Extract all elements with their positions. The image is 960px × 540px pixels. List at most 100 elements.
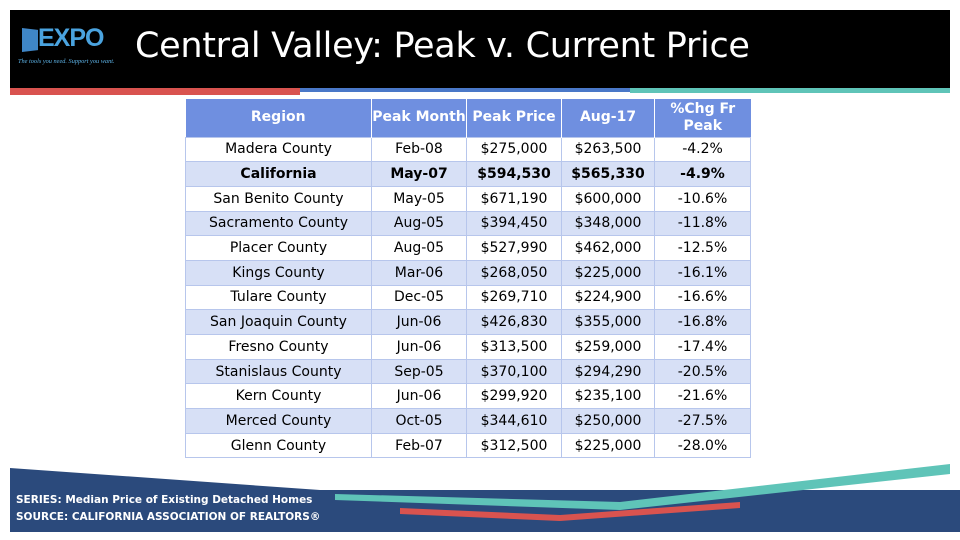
table-cell: $259,000: [561, 334, 655, 360]
table-cell: $268,050: [466, 259, 562, 286]
source-note: SOURCE: CALIFORNIA ASSOCIATION OF REALTO…: [16, 511, 321, 523]
table-cell: -16.1%: [654, 259, 751, 286]
table-cell: -17.4%: [654, 334, 751, 360]
table-row: Tulare County Dec-05 $269,710 $224,900 -16.6…: [185, 284, 751, 311]
table-cell: $250,000: [561, 408, 655, 434]
table-cell: Sacramento County: [185, 210, 372, 237]
table-cell: -28.0%: [654, 432, 751, 459]
price-table-container: Region Peak Month Peak Price Aug-17 %Chg…: [185, 99, 751, 459]
table-cell: $263,500: [561, 136, 655, 163]
table-cell: $394,450: [466, 210, 562, 237]
column-header: Peak Month: [371, 99, 467, 137]
table-cell: $600,000: [561, 185, 655, 212]
table-cell: Stanislaus County: [185, 358, 372, 385]
table-header-row: Region Peak Month Peak Price Aug-17 %Chg…: [185, 99, 751, 137]
table-cell: $225,000: [561, 259, 655, 286]
table-cell: $344,610: [466, 408, 562, 434]
table-cell: Merced County: [185, 408, 372, 434]
table-cell: Placer County: [185, 235, 372, 261]
table-cell: -11.8%: [654, 210, 751, 237]
table-cell: $313,500: [466, 334, 562, 360]
accent-strip-red: [10, 88, 300, 95]
table-cell: $235,100: [561, 383, 655, 410]
table-cell: $348,000: [561, 210, 655, 237]
accent-strip-teal: [630, 88, 950, 93]
footer-teal-ribbon: [335, 464, 950, 510]
table-cell: $225,000: [561, 432, 655, 459]
table-cell: May-07: [371, 161, 467, 187]
table-row: Kings County Mar-06 $268,050 $225,000 -16.1%: [185, 259, 751, 286]
footer-red-ribbon: [400, 502, 740, 521]
table-cell: Feb-07: [371, 432, 467, 459]
table-row: Stanislaus County Sep-05 $370,100 $294,290-…: [185, 358, 751, 385]
table-cell: May-05: [371, 185, 467, 212]
table-cell: San Benito County: [185, 185, 372, 212]
column-header: Aug-17: [561, 99, 655, 137]
accent-strip-blue: [300, 88, 630, 92]
table-cell: -4.9%: [654, 161, 751, 187]
table-row: Madera County Feb-08 $275,000 $263,500 -4.2%: [185, 136, 751, 163]
table-row: California May-07 $594,530 $565,330 -4.9%: [185, 161, 751, 187]
table-cell: -20.5%: [654, 358, 751, 385]
table-cell: -16.8%: [654, 309, 751, 335]
column-header: Region: [185, 99, 372, 137]
table-cell: California: [185, 161, 372, 187]
table-cell: Jun-06: [371, 383, 467, 410]
table-cell: $527,990: [466, 235, 562, 261]
table-row: San Joaquin County Jun-06 $426,830 $355,000…: [185, 309, 751, 335]
table-cell: Tulare County: [185, 284, 372, 311]
table-cell: Aug-05: [371, 235, 467, 261]
slide-title: Central Valley: Peak v. Current Price: [135, 26, 750, 66]
flag-icon: [22, 28, 38, 52]
table-row: San Benito County May-05 $671,190 $600,000-…: [185, 185, 751, 212]
table-cell: Glenn County: [185, 432, 372, 459]
table-cell: Sep-05: [371, 358, 467, 385]
table-body: Madera County Feb-08 $275,000 $263,500 -4.2%…: [185, 136, 751, 459]
series-note: SERIES: Median Price of Existing Detache…: [16, 494, 313, 506]
table-row: Kern County Jun-06 $299,920 $235,100 -21.6%: [185, 383, 751, 410]
table-cell: -12.5%: [654, 235, 751, 261]
footer-band: [10, 464, 960, 532]
table-cell: Aug-05: [371, 210, 467, 237]
table-cell: -4.2%: [654, 136, 751, 163]
table-row: Placer County Aug-05 $527,990 $462,000 -12.5…: [185, 235, 751, 261]
table-cell: $224,900: [561, 284, 655, 311]
table-cell: $269,710: [466, 284, 562, 311]
table-cell: San Joaquin County: [185, 309, 372, 335]
table-cell: -16.6%: [654, 284, 751, 311]
table-cell: $370,100: [466, 358, 562, 385]
table-cell: Fresno County: [185, 334, 372, 360]
table-row: Glenn County Feb-07 $312,500 $225,000 -28.0%: [185, 432, 751, 459]
column-header: Peak Price: [466, 99, 562, 137]
logo-wordmark: EXPO: [38, 24, 104, 52]
table-cell: $565,330: [561, 161, 655, 187]
expo-logo: EXPO The tools you need. Support you wan…: [18, 22, 118, 76]
table-cell: $355,000: [561, 309, 655, 335]
table-cell: Feb-08: [371, 136, 467, 163]
header-band: EXPO The tools you need. Support you wan…: [10, 10, 950, 88]
price-table: Region Peak Month Peak Price Aug-17 %Chg…: [185, 99, 751, 459]
table-cell: -27.5%: [654, 408, 751, 434]
column-header: %Chg Fr Peak: [654, 99, 751, 137]
table-cell: $299,920: [466, 383, 562, 410]
table-row: Sacramento County Aug-05 $394,450 $348,000-…: [185, 210, 751, 237]
table-cell: $312,500: [466, 432, 562, 459]
table-cell: $671,190: [466, 185, 562, 212]
table-row: Merced County Oct-05 $344,610 $250,000 -27.5…: [185, 408, 751, 434]
table-row: Fresno County Jun-06 $313,500 $259,000 -17.4…: [185, 334, 751, 360]
table-cell: -21.6%: [654, 383, 751, 410]
table-cell: -10.6%: [654, 185, 751, 212]
table-cell: Mar-06: [371, 259, 467, 286]
table-cell: Jun-06: [371, 309, 467, 335]
table-cell: Kings County: [185, 259, 372, 286]
table-cell: Jun-06: [371, 334, 467, 360]
logo-tagline: The tools you need. Support you want.: [18, 58, 115, 65]
table-cell: Oct-05: [371, 408, 467, 434]
table-cell: Kern County: [185, 383, 372, 410]
table-cell: $462,000: [561, 235, 655, 261]
table-cell: Dec-05: [371, 284, 467, 311]
table-cell: $594,530: [466, 161, 562, 187]
table-cell: $275,000: [466, 136, 562, 163]
table-cell: $294,290: [561, 358, 655, 385]
